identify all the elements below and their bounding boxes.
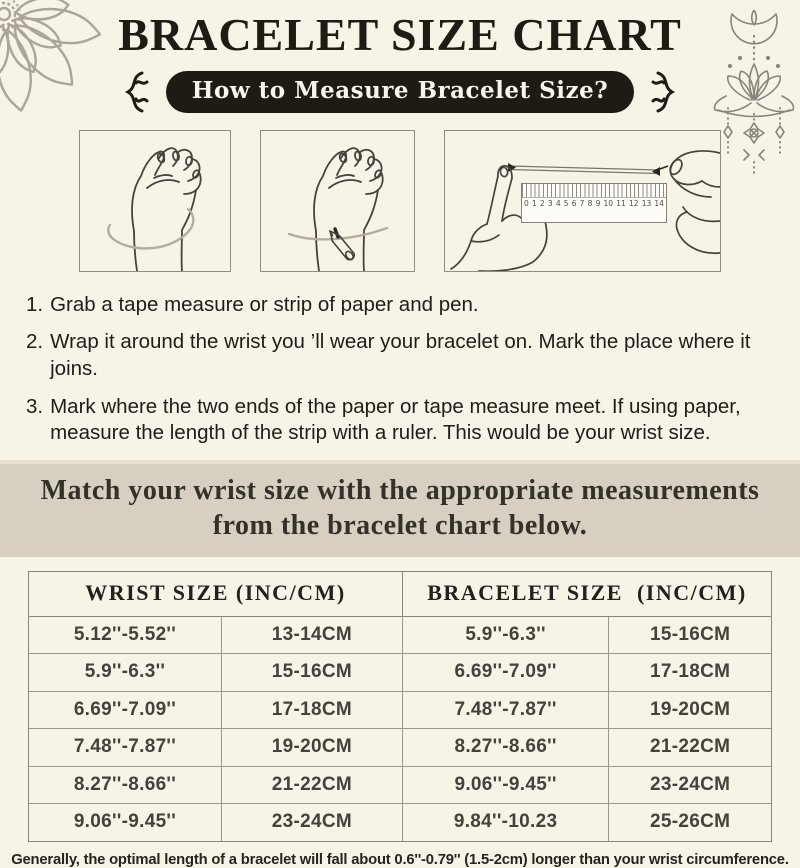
wrist-size-cm-cell: 19-20CM [221,729,403,767]
instruction-text: Grab a tape measure or strip of paper an… [50,292,479,316]
bracelet-size-cm-cell: 23-24CM [609,767,771,805]
instruction-text: Wrap it around the wrist you ’ll wear yo… [50,330,751,380]
wrist-size-inch-cell: 5.9''-6.3'' [29,654,222,692]
wrist-size-cm-cell: 15-16CM [221,654,403,692]
wrist-size-cm-cell: 13-14CM [221,616,403,655]
hands-ruler-drawing-icon [450,149,720,271]
ruler-ticks [522,183,666,198]
fist-with-string-illustration [79,129,231,272]
badge-row: How to Measure Bracelet Size? [0,68,800,116]
bracelet-size-cm-cell: 17-18CM [609,654,771,692]
ruler-number: 9 [595,198,601,208]
bracelet-size-inch-cell: 8.27''-8.66'' [402,729,610,767]
ruler-number: 7 [579,198,585,208]
ruler-number: 10 [603,198,614,208]
bracelet-size-inch-cell: 9.84''-10.23 [403,804,610,841]
table-row: 6.69''-7.09'' 17-18CM 7.48''-7.87'' 19-2… [29,691,771,730]
table-row: 5.12''-5.52'' 13-14CM 5.9''-6.3'' 15-16C… [29,616,771,655]
table-header-row: WRIST SIZE (INC/CM) BRACELET SIZE (INC/C… [29,571,771,617]
ruler: 0 1 2 3 4 5 6 7 8 9 10 11 12 13 14 [521,182,667,223]
ruler-number: 4 [555,198,561,208]
bracelet-size-inch-cell: 6.69''-7.09'' [402,654,610,692]
wrist-size-inch-cell: 7.48''-7.87'' [29,729,222,767]
banner-line-2: from the bracelet chart below. [212,510,588,542]
how-to-measure-badge: How to Measure Bracelet Size? [165,70,635,113]
wrist-size-inch-cell: 8.27''-8.66'' [29,766,222,805]
instruction-number: 1. [26,292,44,316]
illustration-row: 0 1 2 3 4 5 6 7 8 9 10 11 12 13 14 [0,129,800,272]
ruler-number: 0 [524,198,529,208]
footer-note: Generally, the optimal length of a brace… [11,851,789,868]
fist-pen-drawing-icon [287,146,389,271]
size-chart-table: WRIST SIZE (INC/CM) BRACELET SIZE (INC/C… [28,570,772,842]
wrist-size-inch-cell: 9.06''-9.45'' [29,804,222,841]
ruler-number: 13 [641,198,652,208]
bracelet-size-cm-cell: 21-22CM [609,729,771,767]
ruler-measure-illustration: 0 1 2 3 4 5 6 7 8 9 10 11 12 13 14 [444,129,721,272]
table-row: 9.06''-9.45'' 23-24CM 9.84''-10.23 25-26… [29,804,771,841]
bracelet-size-cm-cell: 25-26CM [649,811,731,833]
flourish-right-icon [651,71,676,113]
ruler-number: 1 [531,198,537,208]
instruction-number: 2. [26,330,44,354]
instruction-list: 1. Grab a tape measure or strip of paper… [26,292,774,447]
bracelet-size-cm-cell: 19-20CM [609,692,771,730]
banner-line-1: Match your wrist size with the appropria… [40,474,760,506]
instruction-item: 2. Wrap it around the wrist you ’ll wear… [26,329,774,382]
ruler-number: 11 [616,198,626,208]
table-body: 5.12''-5.52'' 13-14CM 5.9''-6.3'' 15-16C… [29,616,771,841]
bracelet-size-header: BRACELET SIZE (INC/CM) [402,572,771,617]
instruction-item: 1. Grab a tape measure or strip of paper… [26,292,774,319]
table-row: 7.48''-7.87'' 19-20CM 8.27''-8.66'' 21-2… [29,729,771,767]
ruler-number: 8 [587,198,593,208]
ruler-number: 12 [628,198,639,208]
bracelet-size-inch-cell: 9.06''-9.45'' [402,766,610,805]
fist-with-pen-illustration [260,129,415,272]
wrist-size-cm-cell: 21-22CM [221,766,403,805]
wrist-size-header: WRIST SIZE (INC/CM) [29,571,403,617]
table-row: 8.27''-8.66'' 21-22CM 9.06''-9.45'' 23-2… [29,766,771,805]
ruler-number: 3 [547,198,553,208]
ruler-number: 5 [563,198,569,208]
instruction-item: 3. Mark where the two ends of the paper … [26,394,774,447]
ruler-number: 14 [654,198,664,208]
wrist-size-inch-cell: 5.12''-5.52'' [29,616,222,655]
page-title: BRACELET SIZE CHART [118,9,682,60]
bracelet-size-inch-cell: 5.9''-6.3'' [402,616,610,655]
flourish-left-icon [124,71,149,113]
wrist-size-cm-cell: 23-24CM [222,804,403,841]
ruler-number: 6 [571,198,577,208]
ruler-numbers: 0 1 2 3 4 5 6 7 8 9 10 11 12 13 14 [522,198,666,208]
ruler-number: 2 [539,198,545,208]
bracelet-size-cm-cell: 15-16CM [609,617,771,655]
fist-drawing-icon [107,146,202,271]
instruction-text: Mark where the two ends of the paper or … [50,394,741,445]
bracelet-size-inch-cell: 7.48''-7.87'' [402,691,610,730]
match-size-banner: Match your wrist size with the appropria… [0,459,800,557]
wrist-size-inch-cell: 6.69''-7.09'' [29,691,222,730]
table-row: 5.9''-6.3'' 15-16CM 6.69''-7.09'' 17-18C… [29,654,771,692]
instruction-number: 3. [26,394,44,418]
wrist-size-cm-cell: 17-18CM [221,691,403,730]
